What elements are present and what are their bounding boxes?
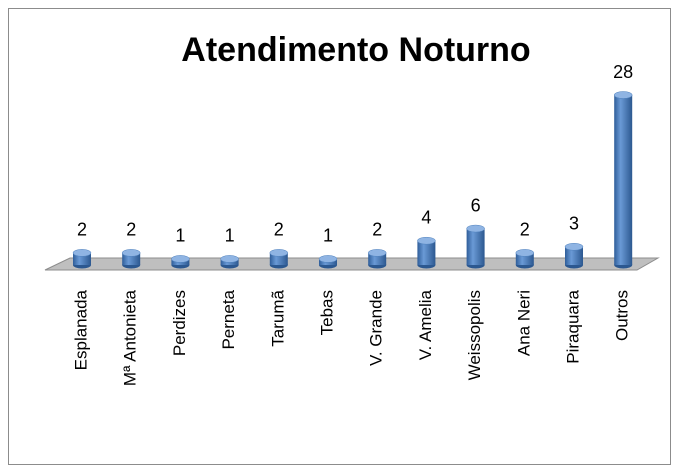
data-label: 2	[126, 220, 136, 240]
data-label: 28	[613, 62, 633, 82]
x-tick-label: Piraquara	[563, 289, 582, 363]
data-label: 4	[421, 207, 431, 227]
bar-top	[466, 224, 485, 233]
bar-top	[417, 236, 436, 245]
bar-top	[318, 255, 338, 263]
bar-top	[613, 91, 633, 99]
x-tick-label: Ana Neri	[514, 290, 533, 356]
bar	[417, 240, 436, 265]
x-tick-label: Mª Antonieta	[121, 289, 140, 386]
data-label: 6	[471, 195, 481, 215]
bar	[565, 246, 583, 265]
bar	[614, 95, 633, 265]
bar-top	[269, 249, 289, 257]
x-tick-label: V. Amelia	[416, 289, 435, 360]
x-tick-label: Perneta	[219, 289, 238, 349]
chart-title: Atendimento Noturno	[181, 31, 530, 69]
data-label: 2	[274, 220, 284, 240]
bar-top	[220, 255, 239, 263]
data-label: 1	[175, 226, 185, 246]
bar-top	[564, 243, 584, 251]
data-label: 2	[372, 220, 382, 240]
bar	[466, 228, 485, 265]
x-tick-label: V. Grande	[367, 290, 386, 366]
x-tick-label: Tarumã	[268, 289, 287, 346]
x-tick-label: Perdizes	[170, 290, 189, 356]
data-label: 2	[520, 220, 530, 240]
bar-top	[171, 255, 190, 263]
data-label: 1	[225, 226, 235, 246]
chart-border	[8, 8, 671, 465]
x-tick-label: Weissopolis	[465, 290, 484, 380]
bar-top	[72, 249, 92, 257]
x-tick-label: Tebas	[317, 290, 336, 335]
floor	[44, 257, 660, 271]
x-tick-label: Esplanada	[71, 289, 90, 370]
data-label: 2	[77, 220, 87, 240]
x-tick-label: Outros	[613, 290, 632, 341]
bar-top	[515, 249, 535, 257]
data-label: 3	[569, 214, 579, 234]
data-label: 1	[323, 226, 333, 246]
bar-top	[121, 249, 141, 257]
bar-top	[367, 249, 387, 257]
